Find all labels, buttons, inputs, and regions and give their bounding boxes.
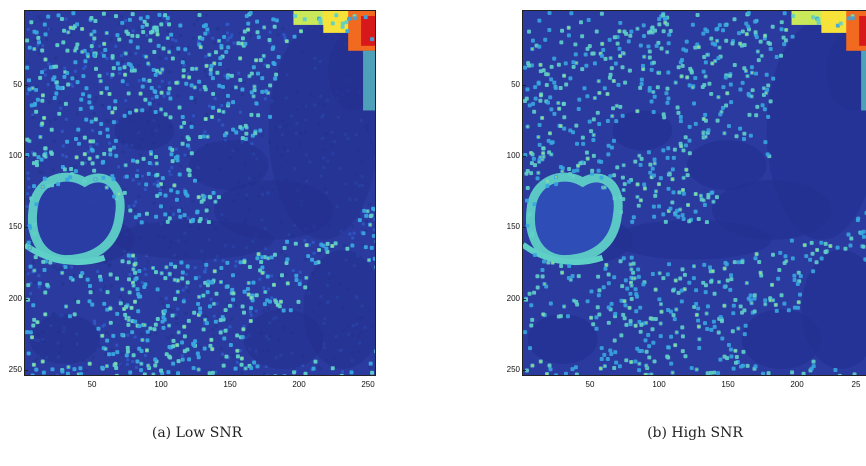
y-tick-mark [522, 227, 526, 228]
x-tick-label: 200 [292, 380, 306, 389]
y-tick-mark [24, 370, 28, 371]
y-tick-label: 150 [8, 222, 22, 231]
x-tick-label: 200 [790, 380, 804, 389]
caption-high-snr: (b) High SNR [647, 425, 743, 441]
y-tick-mark [24, 299, 28, 300]
x-tick-label: 50 [585, 380, 595, 389]
y-tick-label: 250 [8, 365, 22, 374]
heatmap-svg-low-snr [25, 11, 375, 375]
y-tick-label: 200 [506, 294, 520, 303]
y-tick-mark [522, 299, 526, 300]
heatmap-image-low-snr [24, 10, 376, 376]
heatmap-svg-high-snr [523, 11, 866, 375]
x-tick-label: 150 [721, 380, 735, 389]
y-tick-label: 50 [13, 80, 22, 89]
y-tick-mark [24, 227, 28, 228]
y-tick-mark [24, 156, 28, 157]
x-tick-label: 100 [154, 380, 168, 389]
panel-low-snr: 50 100 150 200 250 50 100 150 200 250 (a… [8, 10, 376, 441]
y-tick-label: 100 [8, 151, 22, 160]
x-tick-label: 150 [223, 380, 237, 389]
caption-low-snr: (a) Low SNR [151, 425, 243, 441]
x-tick-label: 250 [361, 380, 375, 389]
x-tick-label: 50 [87, 380, 97, 389]
y-tick-label: 200 [8, 294, 22, 303]
y-tick-label: 100 [506, 151, 520, 160]
x-tick-label: 25 [851, 380, 861, 389]
y-tick-label: 250 [506, 365, 520, 374]
y-tick-label: 50 [511, 80, 520, 89]
y-tick-mark [522, 85, 526, 86]
y-tick-mark [522, 156, 526, 157]
x-tick-label: 100 [652, 380, 666, 389]
y-tick-label: 150 [506, 222, 520, 231]
y-tick-mark [24, 85, 28, 86]
y-tick-mark [522, 370, 526, 371]
panel-high-snr: 50 100 150 200 250 50 100 150 200 25 (b)… [433, 0, 866, 466]
heatmap-image-high-snr [522, 10, 866, 376]
